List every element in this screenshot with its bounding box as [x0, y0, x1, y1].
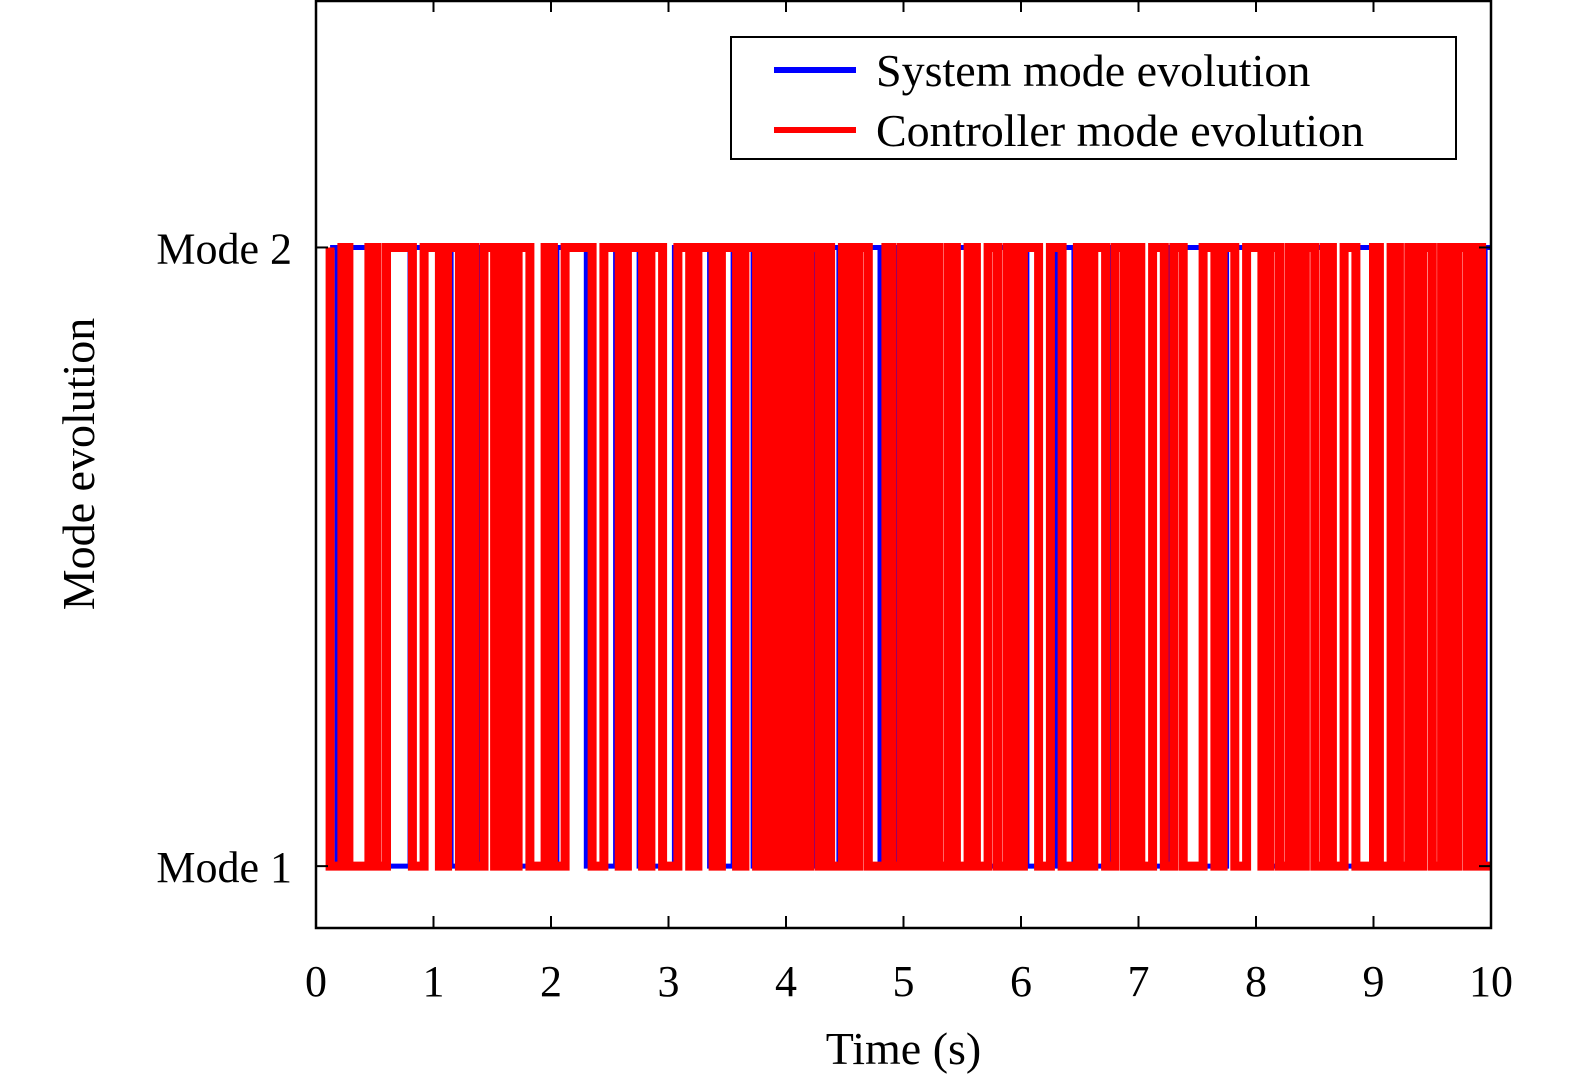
x-tick-label: 0 [305, 957, 327, 1006]
x-axis-label: Time (s) [826, 1023, 982, 1074]
x-tick-label: 6 [1010, 957, 1032, 1006]
legend-box [730, 36, 1457, 160]
x-tick-label: 1 [423, 957, 445, 1006]
x-tick-label: 8 [1245, 957, 1267, 1006]
y-tick-label: Mode 1 [156, 843, 292, 892]
x-tick-label: 9 [1363, 957, 1385, 1006]
x-tick-label: 3 [658, 957, 680, 1006]
ticks-layer: 0 1 2 3 4 5 6 7 8 9 10 Mode 1 Mode 2 [156, 0, 1513, 1006]
x-tick-label: 7 [1128, 957, 1150, 1006]
x-tick-label: 2 [540, 957, 562, 1006]
x-tick-label: 4 [775, 957, 797, 1006]
legend: System mode evolution Controller mode ev… [730, 36, 1457, 160]
series-line-controller [325, 243, 1491, 871]
series-layer [325, 243, 1491, 871]
y-axis-label: Mode evolution [53, 318, 104, 611]
legend-label-controller: Controller mode evolution [876, 105, 1364, 156]
x-tick-label: 5 [893, 957, 915, 1006]
y-tick-label: Mode 2 [156, 224, 292, 273]
x-tick-label: 10 [1469, 957, 1513, 1006]
legend-label-system: System mode evolution [876, 45, 1310, 96]
